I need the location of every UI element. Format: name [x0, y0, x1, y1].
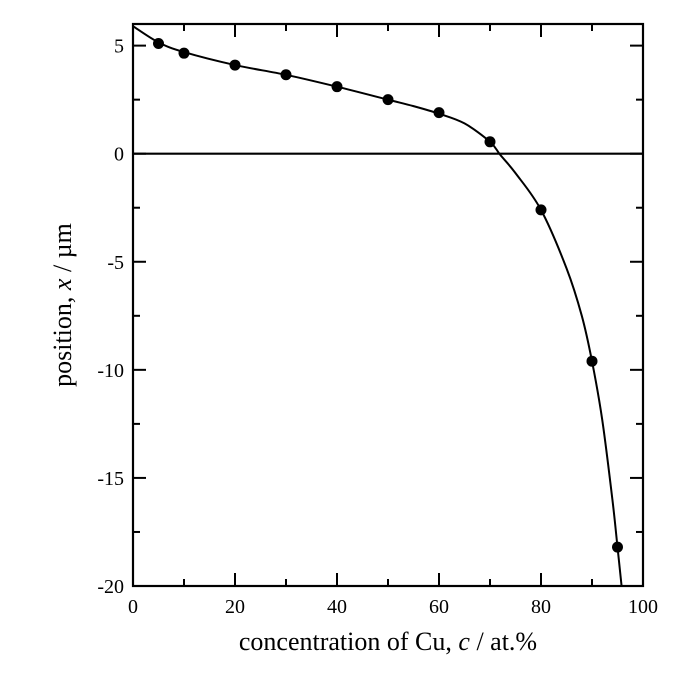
- x-tick-label: 100: [628, 596, 658, 618]
- data-point: [484, 136, 496, 148]
- data-point: [612, 541, 623, 553]
- y-tick-label: -5: [107, 252, 124, 274]
- x-tick-label: 40: [327, 596, 347, 618]
- data-point: [331, 81, 343, 93]
- y-axis-title: position, x / µm: [48, 223, 77, 387]
- plot-frame: [131, 22, 645, 588]
- tick-labels: 0 20 40 60 80 100 -20 -15 -10 -5 0 5: [97, 36, 658, 618]
- data-point: [280, 69, 292, 81]
- data-point: [153, 37, 164, 49]
- x-tick-label: 0: [128, 596, 138, 618]
- y-tick-label: -10: [97, 360, 124, 382]
- data-point: [178, 47, 190, 59]
- ticks-layer: [132, 24, 644, 587]
- x-axis-title: concentration of Cu, c / at.%: [239, 627, 537, 656]
- x-tick-label: 60: [429, 596, 449, 618]
- x-tick-label: 20: [225, 596, 245, 618]
- y-tick-label: -15: [97, 468, 124, 490]
- fit-curve: [133, 25, 623, 586]
- y-tick-label: 5: [114, 36, 124, 58]
- data-point: [586, 355, 598, 367]
- plot-area: [133, 25, 643, 586]
- data-point: [535, 204, 547, 216]
- data-point: [433, 107, 445, 119]
- y-tick-label: -20: [97, 576, 124, 598]
- y-tick-label: 0: [114, 144, 124, 166]
- x-tick-label: 80: [531, 596, 551, 618]
- data-point: [229, 59, 241, 71]
- data-point: [382, 94, 394, 106]
